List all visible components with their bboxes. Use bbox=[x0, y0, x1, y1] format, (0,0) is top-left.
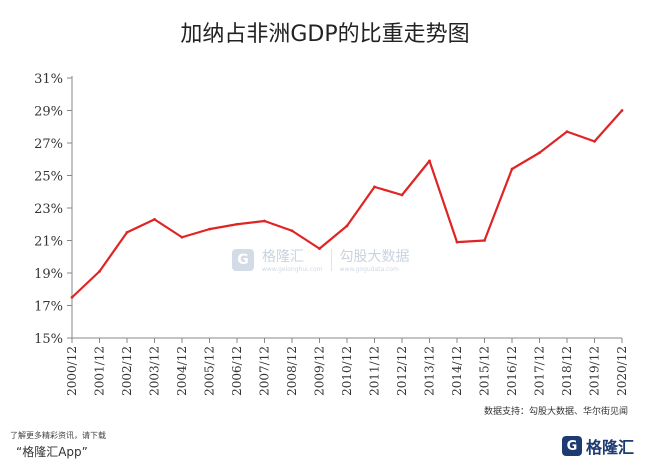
data-point bbox=[510, 167, 514, 171]
x-tick-label: 2020/12 bbox=[615, 346, 629, 396]
y-tick-label: 17% bbox=[34, 300, 63, 315]
x-tick-label: 2002/12 bbox=[120, 346, 134, 396]
watermark-logo-icon: G bbox=[232, 248, 254, 271]
x-tick-label: 2013/12 bbox=[423, 346, 437, 396]
x-tick-label: 2003/12 bbox=[148, 346, 162, 396]
x-tick-label: 2009/12 bbox=[313, 346, 327, 396]
x-tick-label: 2017/12 bbox=[533, 346, 547, 396]
source-note: 数据支持：勾股大数据、华尔街见闻 bbox=[483, 407, 628, 417]
data-point bbox=[455, 240, 459, 244]
data-point bbox=[345, 224, 349, 228]
x-tick-label: 2005/12 bbox=[203, 346, 217, 396]
footer-logo: G 格隆汇 bbox=[561, 434, 634, 458]
y-tick-label: 25% bbox=[34, 170, 63, 185]
y-tick-label: 15% bbox=[34, 332, 63, 347]
x-tick-label: 2011/12 bbox=[368, 346, 382, 396]
data-point bbox=[125, 230, 129, 234]
x-tick-label: 2015/12 bbox=[478, 346, 492, 396]
data-point bbox=[290, 229, 294, 233]
footer-cta-text: 了解更多精彩资讯，请下载 bbox=[10, 431, 106, 440]
data-point bbox=[483, 239, 486, 242]
data-point bbox=[98, 269, 101, 273]
x-tick-label: 2007/12 bbox=[258, 346, 272, 396]
y-tick-label: 31% bbox=[34, 72, 63, 87]
data-point bbox=[373, 185, 376, 189]
data-point bbox=[263, 219, 266, 223]
data-point bbox=[70, 295, 74, 299]
chart-title: 加纳占非洲GDP的比重走势图 bbox=[180, 22, 470, 47]
footer-app-name: “格隆汇App” bbox=[16, 445, 88, 459]
watermark-partner-url: www.gogudata.com bbox=[339, 266, 399, 273]
watermark-divider bbox=[330, 248, 332, 271]
x-tick-label: 2019/12 bbox=[588, 346, 602, 396]
y-tick-label: 19% bbox=[34, 267, 63, 282]
x-tick-label: 2014/12 bbox=[450, 346, 464, 396]
x-tick-label: 2006/12 bbox=[230, 346, 244, 396]
x-tick-label: 2018/12 bbox=[560, 346, 574, 396]
x-tick-label: 2012/12 bbox=[395, 346, 409, 396]
data-point bbox=[318, 247, 321, 251]
data-point bbox=[208, 227, 211, 231]
data-point bbox=[235, 222, 239, 226]
y-tick-label: 21% bbox=[34, 235, 63, 250]
watermark: G 格隆汇 www.gelonghui.com 勾股大数据 www.goguda… bbox=[232, 246, 410, 273]
data-point bbox=[538, 151, 541, 155]
y-tick-label: 23% bbox=[34, 202, 63, 217]
x-tick-label: 2000/12 bbox=[65, 346, 79, 396]
data-point bbox=[620, 109, 624, 112]
data-point bbox=[153, 217, 156, 221]
data-point bbox=[593, 139, 596, 143]
watermark-brand: 格隆汇 bbox=[262, 249, 304, 265]
series-layer bbox=[70, 109, 624, 299]
x-tick-label: 2016/12 bbox=[505, 346, 519, 396]
y-axis: 15% 17% 19% 21% 23% 25% 27% 29% 31% bbox=[34, 72, 73, 347]
x-tick-label: 2004/12 bbox=[175, 346, 189, 396]
data-point bbox=[400, 193, 404, 197]
x-tick-label: 2008/12 bbox=[285, 346, 299, 396]
data-point bbox=[428, 159, 431, 163]
y-tick-label: 29% bbox=[34, 105, 63, 120]
watermark-brand-url: www.gelonghui.com bbox=[262, 266, 323, 273]
logo-text: 格隆汇 bbox=[585, 438, 634, 457]
x-tick-label: 2010/12 bbox=[340, 346, 354, 396]
watermark-partner: 勾股大数据 bbox=[339, 249, 410, 265]
y-tick-label: 27% bbox=[34, 137, 63, 152]
logo-g-icon: G bbox=[561, 436, 582, 456]
data-point bbox=[565, 130, 569, 134]
x-tick-label: 2001/12 bbox=[93, 346, 107, 396]
data-point bbox=[180, 235, 184, 239]
x-axis: 2000/12 2001/12 2002/12 2003/12 2004/12 2005/… bbox=[65, 337, 629, 396]
